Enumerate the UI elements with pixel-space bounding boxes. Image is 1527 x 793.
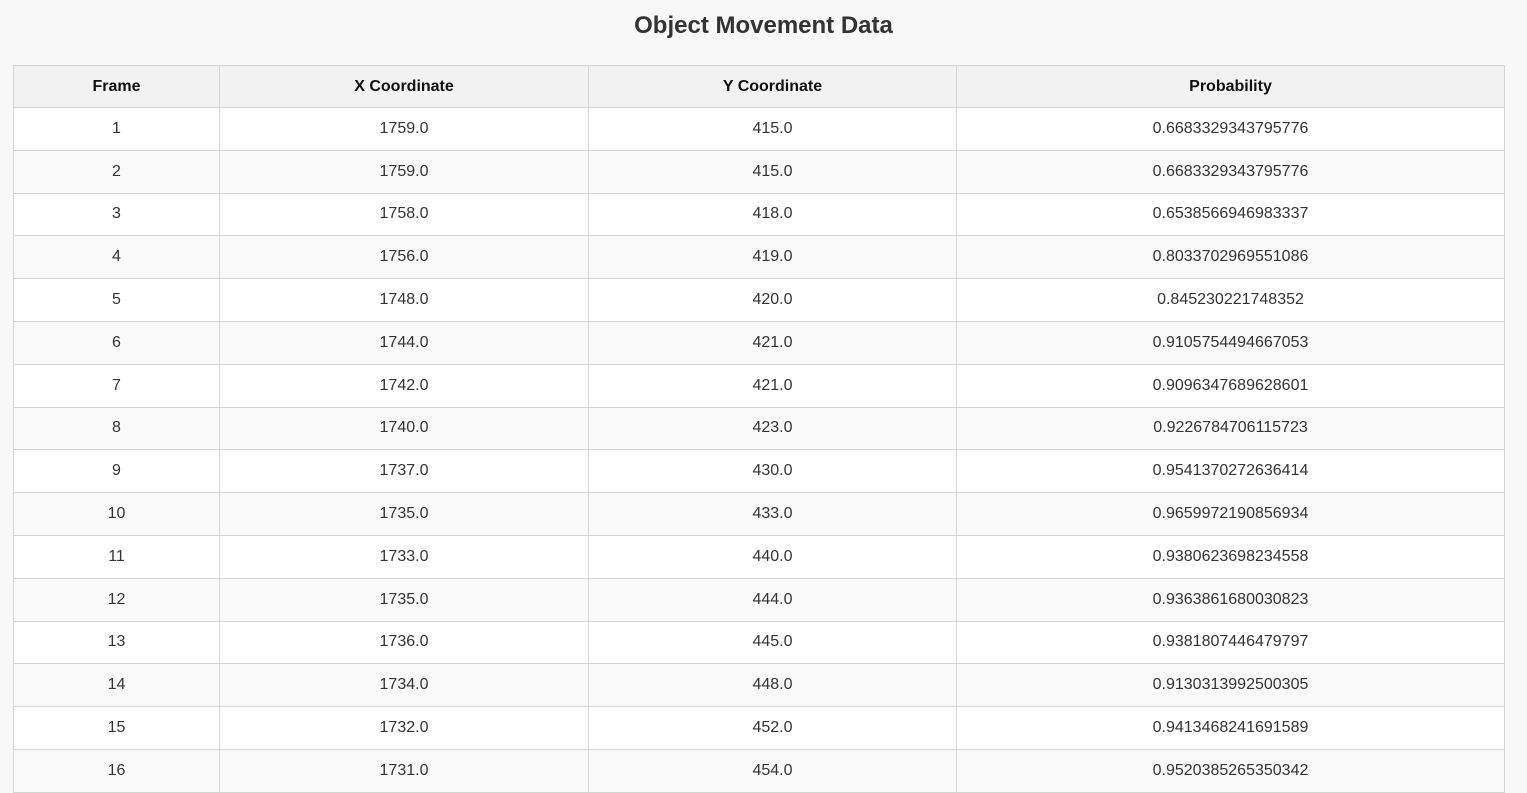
cell-frame: 12: [13, 577, 220, 622]
cell-frame: 7: [13, 363, 220, 408]
column-header-frame: Frame: [13, 65, 220, 108]
cell-frame: 14: [13, 663, 220, 708]
cell-x-coordinate: 1731.0: [219, 748, 589, 793]
cell-probability: 0.9541370272636414: [956, 449, 1505, 494]
cell-frame: 15: [13, 706, 220, 750]
table-row: 7 1742.0 421.0 0.9096347689628601: [13, 363, 1505, 408]
table-row: 6 1744.0 421.0 0.9105754494667053: [13, 320, 1505, 365]
cell-y-coordinate: 421.0: [588, 363, 957, 408]
cell-y-coordinate: 430.0: [588, 449, 957, 494]
cell-y-coordinate: 421.0: [588, 320, 957, 365]
table-header: Frame X Coordinate Y Coordinate Probabil…: [13, 65, 1505, 108]
column-header-y-coordinate: Y Coordinate: [588, 65, 957, 108]
cell-x-coordinate: 1759.0: [219, 107, 589, 151]
cell-probability: 0.9520385265350342: [956, 748, 1505, 793]
cell-x-coordinate: 1740.0: [219, 406, 589, 451]
table-row: 5 1748.0 420.0 0.845230221748352: [13, 278, 1505, 322]
cell-frame: 10: [13, 492, 220, 536]
cell-y-coordinate: 448.0: [588, 663, 957, 708]
cell-frame: 11: [13, 534, 220, 579]
cell-y-coordinate: 445.0: [588, 620, 957, 665]
cell-frame: 16: [13, 748, 220, 793]
cell-x-coordinate: 1735.0: [219, 577, 589, 622]
cell-probability: 0.9226784706115723: [956, 406, 1505, 451]
cell-frame: 2: [13, 149, 220, 194]
table-row: 14 1734.0 448.0 0.9130313992500305: [13, 663, 1505, 708]
cell-y-coordinate: 433.0: [588, 492, 957, 536]
cell-frame: 6: [13, 320, 220, 365]
cell-probability: 0.9105754494667053: [956, 320, 1505, 365]
cell-probability: 0.9381807446479797: [956, 620, 1505, 665]
cell-y-coordinate: 454.0: [588, 748, 957, 793]
cell-y-coordinate: 415.0: [588, 107, 957, 151]
cell-y-coordinate: 423.0: [588, 406, 957, 451]
cell-probability: 0.9413468241691589: [956, 706, 1505, 750]
cell-y-coordinate: 420.0: [588, 278, 957, 322]
cell-x-coordinate: 1742.0: [219, 363, 589, 408]
table-body: 1 1759.0 415.0 0.6683329343795776 2 1759.0 415…: [13, 107, 1505, 793]
cell-probability: 0.9659972190856934: [956, 492, 1505, 536]
cell-probability: 0.9380623698234558: [956, 534, 1505, 579]
cell-frame: 1: [13, 107, 220, 151]
cell-y-coordinate: 415.0: [588, 149, 957, 194]
cell-probability: 0.6538566946983337: [956, 192, 1505, 237]
cell-frame: 9: [13, 449, 220, 494]
column-header-probability: Probability: [956, 65, 1505, 108]
cell-probability: 0.6683329343795776: [956, 107, 1505, 151]
cell-frame: 8: [13, 406, 220, 451]
cell-x-coordinate: 1733.0: [219, 534, 589, 579]
data-table-container: Frame X Coordinate Y Coordinate Probabil…: [13, 65, 1505, 793]
cell-x-coordinate: 1744.0: [219, 320, 589, 365]
cell-probability: 0.845230221748352: [956, 278, 1505, 322]
cell-x-coordinate: 1748.0: [219, 278, 589, 322]
cell-probability: 0.9363861680030823: [956, 577, 1505, 622]
cell-x-coordinate: 1732.0: [219, 706, 589, 750]
cell-y-coordinate: 418.0: [588, 192, 957, 237]
cell-y-coordinate: 440.0: [588, 534, 957, 579]
cell-x-coordinate: 1735.0: [219, 492, 589, 536]
header-row: Frame X Coordinate Y Coordinate Probabil…: [13, 65, 1505, 108]
movement-data-table: Frame X Coordinate Y Coordinate Probabil…: [13, 65, 1505, 793]
cell-frame: 5: [13, 278, 220, 322]
cell-frame: 4: [13, 235, 220, 280]
table-row: 4 1756.0 419.0 0.8033702969551086: [13, 235, 1505, 280]
table-row: 3 1758.0 418.0 0.6538566946983337: [13, 192, 1505, 237]
column-header-x-coordinate: X Coordinate: [219, 65, 589, 108]
cell-x-coordinate: 1737.0: [219, 449, 589, 494]
table-row: 12 1735.0 444.0 0.9363861680030823: [13, 577, 1505, 622]
cell-x-coordinate: 1736.0: [219, 620, 589, 665]
table-row: 9 1737.0 430.0 0.9541370272636414: [13, 449, 1505, 494]
cell-y-coordinate: 444.0: [588, 577, 957, 622]
cell-x-coordinate: 1734.0: [219, 663, 589, 708]
cell-y-coordinate: 452.0: [588, 706, 957, 750]
cell-x-coordinate: 1759.0: [219, 149, 589, 194]
cell-frame: 13: [13, 620, 220, 665]
cell-probability: 0.6683329343795776: [956, 149, 1505, 194]
table-row: 13 1736.0 445.0 0.9381807446479797: [13, 620, 1505, 665]
table-row: 2 1759.0 415.0 0.6683329343795776: [13, 149, 1505, 194]
cell-probability: 0.9130313992500305: [956, 663, 1505, 708]
table-row: 1 1759.0 415.0 0.6683329343795776: [13, 107, 1505, 151]
table-row: 15 1732.0 452.0 0.9413468241691589: [13, 706, 1505, 750]
table-row: 16 1731.0 454.0 0.9520385265350342: [13, 748, 1505, 793]
page-title: Object Movement Data: [634, 12, 893, 39]
cell-frame: 3: [13, 192, 220, 237]
cell-x-coordinate: 1758.0: [219, 192, 589, 237]
table-row: 11 1733.0 440.0 0.9380623698234558: [13, 534, 1505, 579]
table-row: 10 1735.0 433.0 0.9659972190856934: [13, 492, 1505, 536]
cell-y-coordinate: 419.0: [588, 235, 957, 280]
table-row: 8 1740.0 423.0 0.9226784706115723: [13, 406, 1505, 451]
cell-probability: 0.8033702969551086: [956, 235, 1505, 280]
cell-x-coordinate: 1756.0: [219, 235, 589, 280]
cell-probability: 0.9096347689628601: [956, 363, 1505, 408]
